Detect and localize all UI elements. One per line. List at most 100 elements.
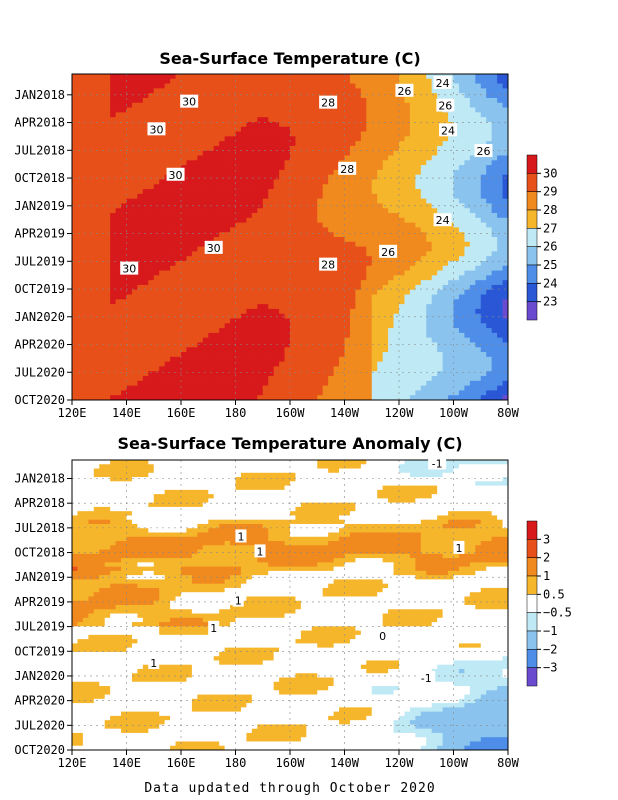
sst-cell <box>420 169 427 176</box>
sst-cell <box>224 74 231 80</box>
sst-cell <box>164 361 171 367</box>
sst-cell <box>257 323 264 329</box>
sst-cell <box>148 165 155 171</box>
sst-cell <box>442 313 449 319</box>
sst-cell <box>197 145 204 152</box>
sst-cell <box>339 88 345 94</box>
sst-cell <box>480 342 487 348</box>
sst-cell <box>82 323 89 329</box>
sst-cell <box>366 83 373 89</box>
sst-cell <box>317 169 324 176</box>
sst-cell <box>486 141 493 147</box>
sst-cell <box>377 179 384 185</box>
sst-cell <box>437 299 443 305</box>
sst-cell <box>159 208 166 214</box>
sst-cell <box>213 280 220 286</box>
sst-cell <box>181 208 187 214</box>
sst-cell <box>426 241 433 247</box>
sst-cell <box>360 318 367 324</box>
sst-cell <box>415 227 422 233</box>
sst-cell <box>268 352 275 358</box>
sst-cell <box>170 222 176 228</box>
sst-cell <box>333 83 340 89</box>
sst-cell <box>93 97 100 104</box>
sst-cell <box>328 289 334 295</box>
sst-cell <box>284 179 291 185</box>
sst-cell <box>371 299 378 305</box>
sst-cell <box>159 102 166 108</box>
sst-cell <box>333 241 340 247</box>
sst-cell <box>115 126 122 132</box>
sst-cell <box>409 102 416 108</box>
sst-cell <box>431 256 438 262</box>
sst-cell <box>497 337 503 343</box>
sst-cell <box>93 241 100 247</box>
sst-cell <box>480 131 487 137</box>
sst-cell <box>93 318 100 324</box>
sst-cell <box>262 93 269 99</box>
sst-cell <box>409 237 416 243</box>
sst-cell <box>224 294 231 300</box>
sst-cell <box>426 174 433 180</box>
sst-cell <box>115 352 122 358</box>
sst-cell <box>464 198 471 204</box>
sst-cell <box>170 213 176 219</box>
sst-cell <box>469 323 476 329</box>
sst-cell <box>268 237 275 243</box>
sst-cell <box>153 184 160 190</box>
sst-cell <box>399 112 405 118</box>
sst-cell <box>464 169 471 176</box>
sst-cell <box>186 246 193 252</box>
sst-cell <box>300 145 307 152</box>
sst-cell <box>219 275 225 281</box>
sst-cell <box>273 352 280 358</box>
sst-cell <box>208 342 215 348</box>
sst-cell <box>148 136 155 142</box>
sst-cell <box>426 366 433 372</box>
sst-cell <box>458 318 465 324</box>
sst-cell <box>464 155 471 161</box>
sst-cell <box>230 208 236 214</box>
sst-cell <box>262 256 269 262</box>
sst-cell <box>311 237 318 243</box>
sst-cell <box>366 184 373 190</box>
sst-cell <box>317 356 324 363</box>
sst-cell <box>404 332 411 339</box>
sst-cell <box>104 227 111 233</box>
sst-cell <box>268 78 275 84</box>
sst-cell <box>464 318 471 324</box>
sst-cell <box>328 337 334 343</box>
sst-cell <box>104 217 111 224</box>
sst-cell <box>355 203 362 209</box>
sst-cell <box>328 323 334 329</box>
sst-cell <box>344 78 351 84</box>
sst-cell <box>300 189 307 195</box>
sst-cell <box>246 299 253 305</box>
sst-cell <box>99 217 106 224</box>
sst-cell <box>268 289 275 295</box>
sst-cell <box>437 155 443 161</box>
sst-cell <box>388 308 394 315</box>
sst-cell <box>186 352 193 358</box>
sst-cell <box>213 337 220 343</box>
sst-cell <box>458 232 465 238</box>
sst-cell <box>72 112 78 118</box>
sst-cell <box>322 222 329 228</box>
sst-cell <box>437 265 443 271</box>
sst-cell <box>77 93 84 99</box>
sst-cell <box>191 260 198 267</box>
sst-cell <box>317 318 324 324</box>
sst-cell <box>99 299 106 305</box>
sst-cell <box>420 74 427 80</box>
sst-cell <box>317 342 324 348</box>
sst-cell <box>486 332 493 339</box>
sst-cell <box>175 361 182 367</box>
sst-cell <box>502 361 509 367</box>
sst-cell <box>502 174 509 180</box>
sst-cell <box>175 88 182 94</box>
sst-cell <box>230 251 236 257</box>
sst-cell <box>344 174 351 180</box>
sst-cell <box>306 241 313 247</box>
sst-cell <box>464 251 471 257</box>
sst-cell <box>366 332 373 339</box>
